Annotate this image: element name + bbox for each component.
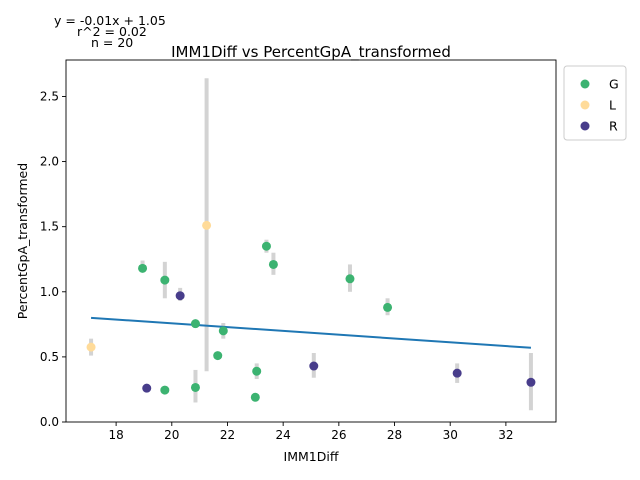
point-G-1 xyxy=(160,275,170,285)
y-axis-ticks: 0.0 0.5 1.0 1.5 2.0 2.5 xyxy=(40,89,66,429)
point-G-12 xyxy=(383,302,393,312)
x-tick-label: 20 xyxy=(164,428,179,442)
error-bars xyxy=(89,78,533,411)
y-tick-label: 0.0 xyxy=(40,415,59,429)
point-G-3 xyxy=(190,319,200,329)
point-L-0 xyxy=(86,342,96,352)
point-R-2 xyxy=(309,361,319,371)
y-tick-label: 0.5 xyxy=(40,350,59,364)
legend-frame xyxy=(563,65,627,141)
regression-line-group xyxy=(90,316,532,349)
point-G-5 xyxy=(213,351,223,361)
axes xyxy=(65,59,557,423)
annotation: y = -0.01x + 1.05 r^2 = 0.02 n = 20 xyxy=(54,13,166,50)
x-axis-ticks: 18 20 22 24 26 28 30 32 xyxy=(108,422,514,442)
x-tick-label: 22 xyxy=(220,428,235,442)
legend-marker-R xyxy=(580,121,590,131)
regression-line xyxy=(90,316,532,349)
annotation-line-equation: y = -0.01x + 1.05 xyxy=(54,13,166,28)
point-R-3 xyxy=(452,368,462,378)
y-axis-label: PercentGpA_transformed xyxy=(15,163,30,319)
x-tick-label: 32 xyxy=(498,428,513,442)
legend-label-R: R xyxy=(609,119,618,134)
y-tick-label: 2.0 xyxy=(40,155,59,169)
legend-marker-G xyxy=(580,79,590,89)
point-G-6 xyxy=(218,326,228,336)
x-tick-label: 28 xyxy=(387,428,402,442)
x-tick-label: 26 xyxy=(331,428,346,442)
point-G-8 xyxy=(252,366,262,376)
point-R-1 xyxy=(175,291,185,301)
x-tick-label: 18 xyxy=(108,428,123,442)
x-tick-label: 30 xyxy=(443,428,458,442)
point-R-0 xyxy=(142,383,152,393)
annotation-line-n: n = 20 xyxy=(91,35,133,50)
chart-title: IMM1Diff vs PercentGpA_transformed xyxy=(171,43,451,62)
plot-frame xyxy=(65,59,557,423)
point-G-2 xyxy=(160,385,170,395)
x-axis-label: IMM1Diff xyxy=(284,449,339,464)
point-G-7 xyxy=(250,392,260,402)
point-G-11 xyxy=(345,274,355,284)
point-G-0 xyxy=(138,263,148,273)
y-tick-label: 1.5 xyxy=(40,220,59,234)
data-points xyxy=(86,220,536,402)
x-tick-label: 24 xyxy=(276,428,291,442)
annotation-line-r2: r^2 = 0.02 xyxy=(77,24,147,39)
point-L-1 xyxy=(202,220,212,230)
legend-label-G: G xyxy=(609,77,619,92)
y-tick-label: 1.0 xyxy=(40,285,59,299)
y-tick-label: 2.5 xyxy=(40,89,59,103)
legend-label-L: L xyxy=(609,98,616,113)
legend-marker-L xyxy=(580,100,590,110)
point-G-9 xyxy=(261,241,271,251)
point-G-10 xyxy=(268,259,278,269)
point-R-4 xyxy=(526,377,536,387)
legend: GLR xyxy=(563,65,627,141)
point-G-4 xyxy=(190,382,200,392)
